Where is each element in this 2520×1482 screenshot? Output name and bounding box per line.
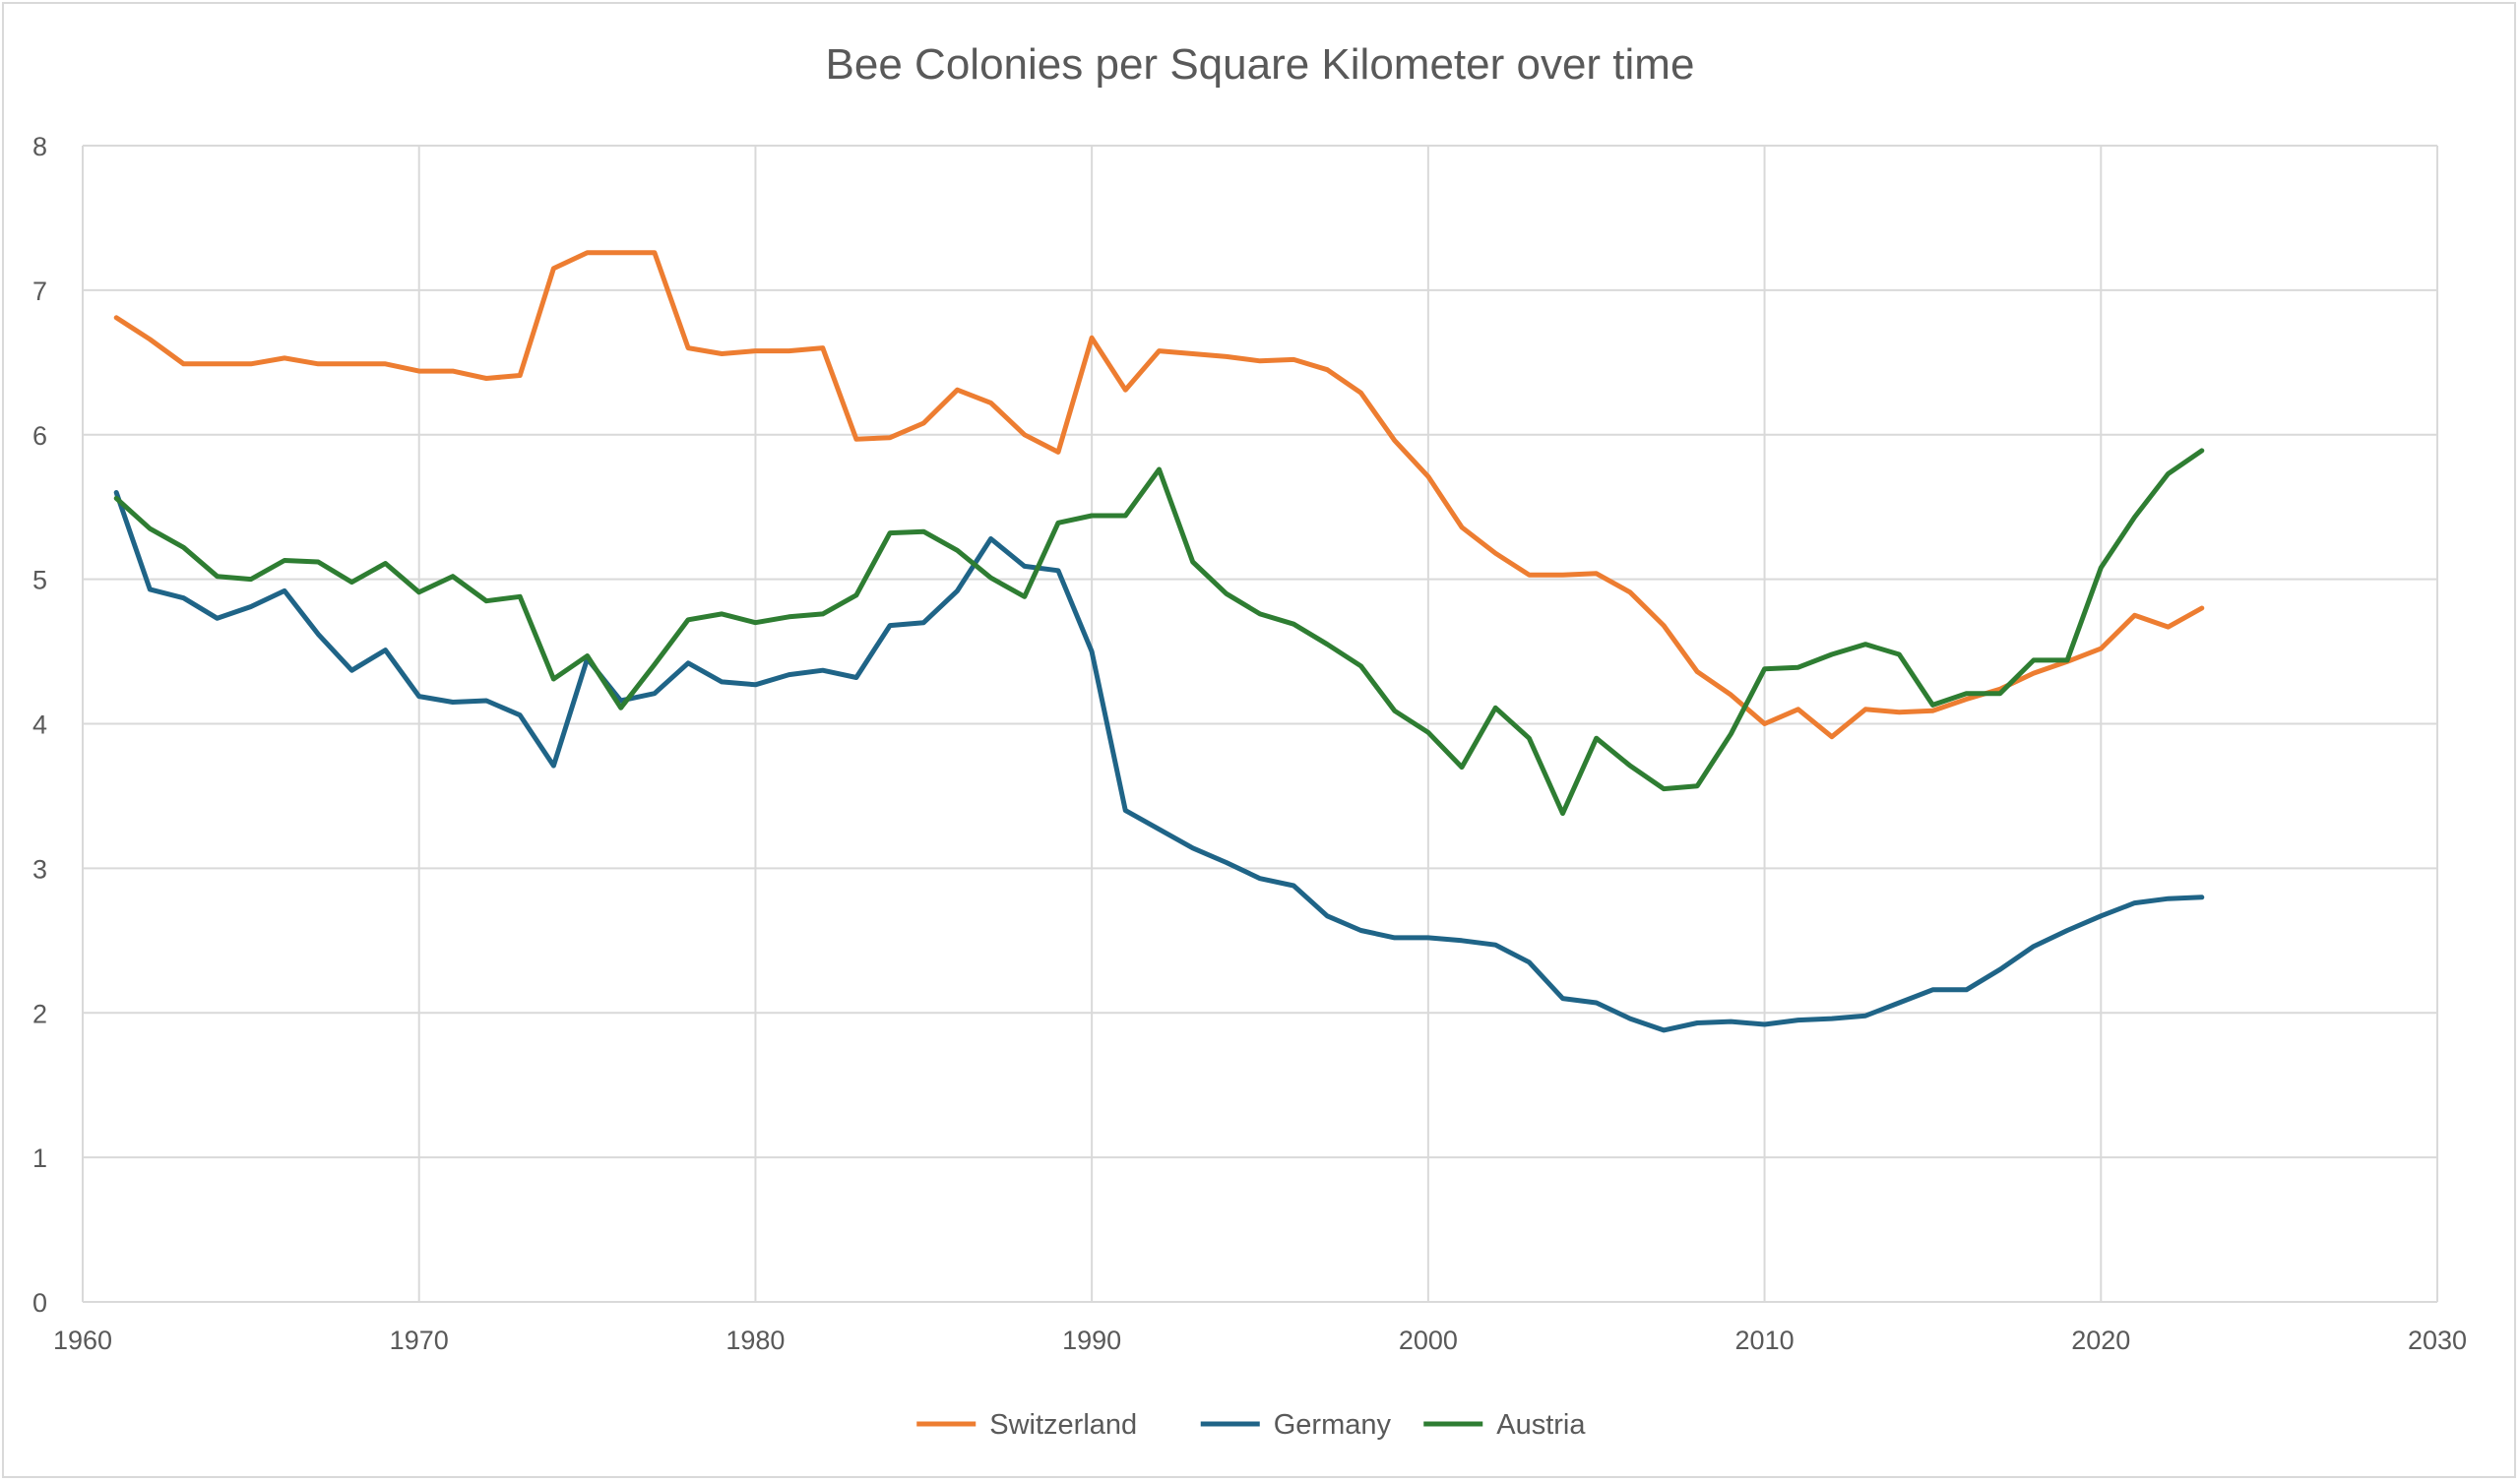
- chart-title: Bee Colonies per Square Kilometer over t…: [826, 40, 1695, 89]
- x-tick-label-2030: 2030: [2408, 1326, 2467, 1355]
- y-tick-label-8: 8: [32, 132, 47, 161]
- y-tick-label-7: 7: [32, 277, 47, 306]
- x-tick-label-2010: 2010: [1735, 1326, 1795, 1355]
- x-tick-label-1980: 1980: [725, 1326, 785, 1355]
- series-lines: [113, 250, 2205, 1033]
- y-tick-label-1: 1: [32, 1143, 47, 1173]
- y-tick-label-3: 3: [32, 854, 47, 884]
- x-tick-label-1970: 1970: [390, 1326, 449, 1355]
- y-tick-label-5: 5: [32, 566, 47, 595]
- y-tick-label-6: 6: [32, 421, 47, 451]
- x-tick-label-1990: 1990: [1062, 1326, 1121, 1355]
- x-tick-label-2020: 2020: [2071, 1326, 2130, 1355]
- legend-label-germany: Germany: [1274, 1409, 1392, 1441]
- y-tick-label-0: 0: [32, 1288, 47, 1318]
- series-line-germany: [113, 490, 2205, 1033]
- y-tick-label-2: 2: [32, 999, 47, 1028]
- legend: Switzerland Germany Austria: [916, 1409, 1586, 1441]
- legend-label-switzerland: Switzerland: [989, 1409, 1137, 1441]
- series-line-switzerland: [113, 250, 2205, 740]
- gridlines: [82, 145, 2438, 1303]
- x-tick-label-2000: 2000: [1399, 1326, 1458, 1355]
- legend-label-austria: Austria: [1496, 1409, 1586, 1441]
- series-line-austria: [113, 448, 2205, 817]
- axis-tick-labels: 1960 1970 1980 1990 2000 2010 2020 2030 0 1 2 3 4 5 6 7…: [32, 132, 2467, 1355]
- y-tick-label-4: 4: [32, 710, 47, 740]
- x-tick-label-1960: 1960: [53, 1326, 112, 1355]
